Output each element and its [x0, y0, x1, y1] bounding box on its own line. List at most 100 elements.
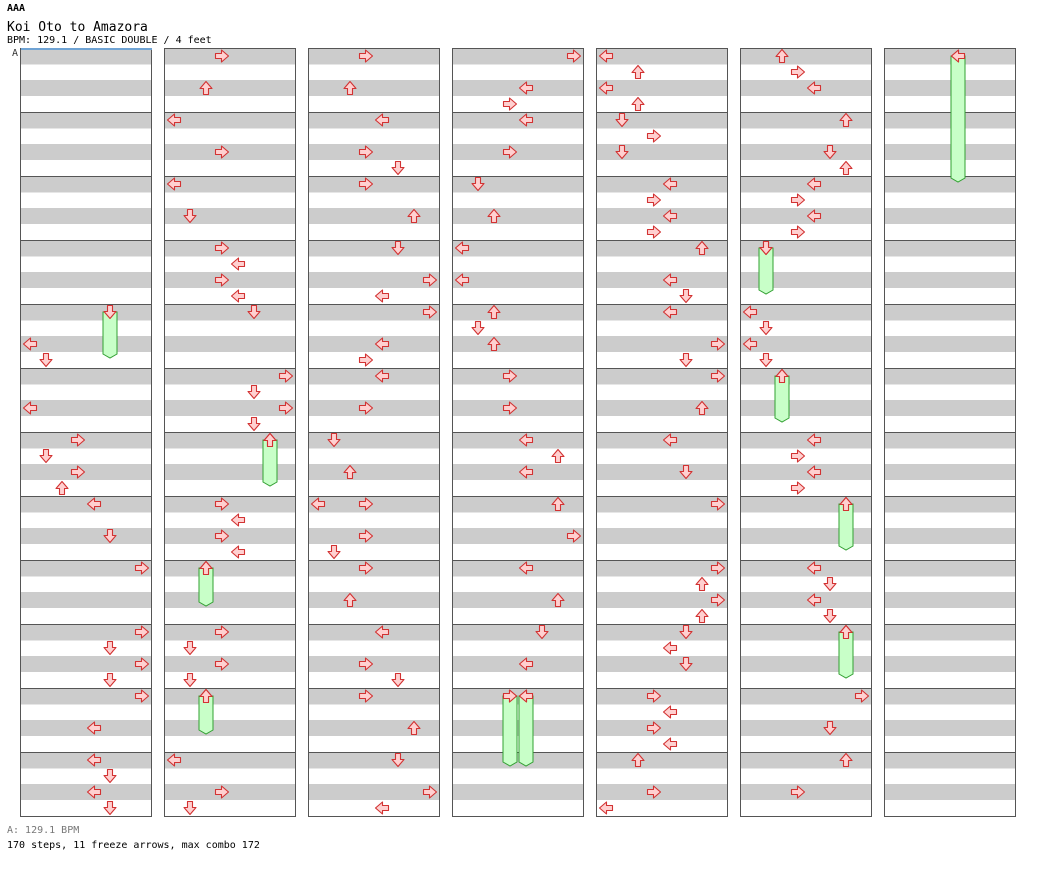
right-arrow-icon: [790, 65, 806, 79]
chart-info: BPM: 129.1 / BASIC DOUBLE / 4 feet: [7, 35, 212, 46]
measure: [596, 368, 728, 433]
right-arrow-icon: [790, 785, 806, 799]
down-arrow-icon: [759, 352, 773, 368]
right-arrow-icon: [790, 193, 806, 207]
left-arrow-icon: [662, 177, 678, 191]
right-arrow-icon: [278, 369, 294, 383]
up-arrow-icon: [551, 448, 565, 464]
footer-bpm: A: 129.1 BPM: [7, 825, 80, 836]
measure: [452, 752, 584, 817]
measure: [596, 560, 728, 625]
left-arrow-icon: [374, 289, 390, 303]
up-arrow-icon: [695, 608, 709, 624]
left-arrow-icon: [454, 241, 470, 255]
measure: [308, 432, 440, 497]
measure: [452, 304, 584, 369]
down-arrow-icon: [391, 240, 405, 256]
up-arrow-icon: [199, 80, 213, 96]
down-arrow-icon: [247, 304, 261, 320]
right-arrow-icon: [710, 369, 726, 383]
measure: [20, 624, 152, 689]
down-arrow-icon: [679, 624, 693, 640]
measure: [164, 48, 296, 113]
measure: [740, 752, 872, 817]
left-arrow-icon: [374, 369, 390, 383]
left-arrow-icon: [662, 737, 678, 751]
left-arrow-icon: [518, 657, 534, 671]
measure: [20, 688, 152, 753]
left-arrow-icon: [662, 641, 678, 655]
measure: [20, 368, 152, 433]
measure: [596, 752, 728, 817]
right-arrow-icon: [646, 689, 662, 703]
left-arrow-icon: [950, 49, 966, 63]
measure: [164, 496, 296, 561]
right-arrow-icon: [502, 145, 518, 159]
down-arrow-icon: [471, 176, 485, 192]
freeze-body: [950, 55, 966, 183]
down-arrow-icon: [247, 416, 261, 432]
measure: [884, 368, 1016, 433]
left-arrow-icon: [806, 177, 822, 191]
down-arrow-icon: [391, 752, 405, 768]
right-arrow-icon: [790, 449, 806, 463]
right-arrow-icon: [854, 689, 870, 703]
down-arrow-icon: [183, 672, 197, 688]
left-arrow-icon: [662, 433, 678, 447]
measure: [596, 432, 728, 497]
measure: [164, 624, 296, 689]
measure: [308, 496, 440, 561]
down-arrow-icon: [183, 640, 197, 656]
left-arrow-icon: [662, 209, 678, 223]
measure: [884, 432, 1016, 497]
left-arrow-icon: [86, 721, 102, 735]
right-arrow-icon: [646, 193, 662, 207]
measure: [740, 304, 872, 369]
right-arrow-icon: [214, 529, 230, 543]
measure: [596, 48, 728, 113]
left-arrow-icon: [310, 497, 326, 511]
measure: [20, 240, 152, 305]
down-arrow-icon: [679, 464, 693, 480]
freeze-arrow: [102, 304, 118, 359]
right-arrow-icon: [710, 561, 726, 575]
measure: [452, 368, 584, 433]
up-arrow-icon: [343, 80, 357, 96]
measure: [20, 304, 152, 369]
measure: [308, 560, 440, 625]
up-arrow-icon: [551, 592, 565, 608]
down-arrow-icon: [615, 144, 629, 160]
right-arrow-icon: [646, 129, 662, 143]
measure: [884, 688, 1016, 753]
freeze-arrow: [950, 49, 966, 183]
measure: [884, 496, 1016, 561]
measure: [740, 176, 872, 241]
measure: [20, 432, 152, 497]
measure: [596, 240, 728, 305]
left-arrow-icon: [166, 177, 182, 191]
measure: [308, 624, 440, 689]
up-arrow-icon: [839, 160, 853, 176]
right-arrow-icon: [422, 305, 438, 319]
right-arrow-icon: [502, 401, 518, 415]
measure: [452, 48, 584, 113]
measure: [308, 304, 440, 369]
right-arrow-icon: [502, 97, 518, 111]
left-arrow-icon: [374, 801, 390, 815]
left-arrow-icon: [230, 513, 246, 527]
left-arrow-icon: [662, 273, 678, 287]
left-arrow-icon: [166, 753, 182, 767]
up-arrow-icon: [199, 688, 213, 704]
measure: [164, 304, 296, 369]
down-arrow-icon: [103, 640, 117, 656]
footer-stats: 170 steps, 11 freeze arrows, max combo 1…: [7, 840, 260, 851]
measure: [596, 304, 728, 369]
down-arrow-icon: [679, 288, 693, 304]
right-arrow-icon: [646, 721, 662, 735]
measure: [452, 240, 584, 305]
down-arrow-icon: [535, 624, 549, 640]
right-arrow-icon: [358, 177, 374, 191]
measure: [164, 752, 296, 817]
down-arrow-icon: [679, 352, 693, 368]
